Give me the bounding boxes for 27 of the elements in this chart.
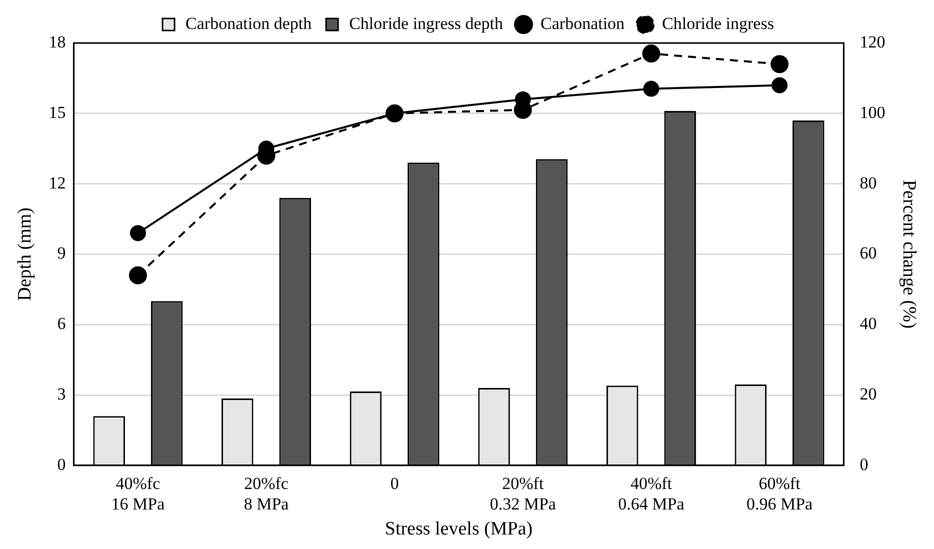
y2-tick-label: 120 (860, 32, 886, 52)
x-tick-label: 40%fc 16 MPa (111, 474, 166, 514)
y2-axis-title: Percent change (%) (898, 180, 920, 329)
legend-label: Carbonation depth (186, 14, 312, 33)
legend-label: Carbonation (540, 14, 626, 33)
x-tick-label: 20%fc 8 MPa (244, 474, 290, 514)
y2-tick-label: 0 (860, 454, 868, 474)
y2-tick-label: 80 (860, 173, 877, 192)
legend-label: Chloride ingress depth (349, 14, 504, 33)
y-tick-label: 18 (48, 32, 66, 52)
y-axis-title: Depth (mm) (14, 207, 36, 301)
legend-label: Chloride ingress (662, 14, 774, 33)
y-tick-label: 15 (48, 102, 66, 122)
x-tick-label: 60%ft 0.96 MPa (746, 474, 814, 514)
y2-tick-label: 40 (860, 314, 877, 334)
y-tick-label: 0 (57, 454, 66, 474)
y2-tick-label: 60 (860, 244, 877, 263)
x-axis-title: Stress levels (MPa) (384, 518, 533, 540)
x-tick-label: 40%ft 0.64 MPa (618, 474, 685, 514)
x-tick-label: 0 (390, 474, 399, 494)
y2-tick-label: 20 (860, 384, 877, 404)
y-tick-label: 9 (57, 244, 66, 263)
y2-tick-label: 100 (860, 102, 886, 122)
x-tick-label: 20%ft 0.32 MPa (490, 474, 556, 514)
y-tick-label: 6 (57, 314, 66, 334)
y-tick-label: 12 (48, 173, 66, 192)
y-tick-label: 3 (57, 384, 66, 404)
